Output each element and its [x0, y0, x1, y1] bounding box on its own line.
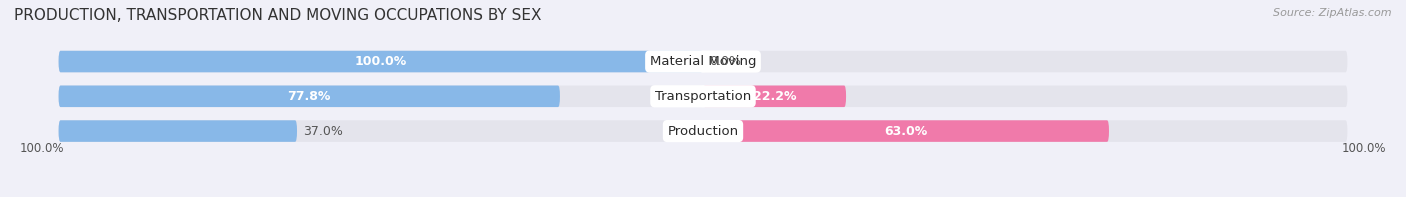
Text: 100.0%: 100.0%	[354, 55, 406, 68]
Text: Production: Production	[668, 125, 738, 138]
Text: 100.0%: 100.0%	[1341, 142, 1386, 155]
Text: 77.8%: 77.8%	[288, 90, 330, 103]
FancyBboxPatch shape	[59, 51, 703, 72]
Text: Source: ZipAtlas.com: Source: ZipAtlas.com	[1274, 8, 1392, 18]
FancyBboxPatch shape	[703, 120, 1109, 142]
Text: 37.0%: 37.0%	[304, 125, 343, 138]
FancyBboxPatch shape	[703, 85, 846, 107]
Text: 63.0%: 63.0%	[884, 125, 928, 138]
FancyBboxPatch shape	[59, 85, 703, 107]
FancyBboxPatch shape	[59, 85, 560, 107]
Text: 22.2%: 22.2%	[752, 90, 796, 103]
FancyBboxPatch shape	[703, 51, 1347, 72]
FancyBboxPatch shape	[59, 51, 703, 72]
Text: Material Moving: Material Moving	[650, 55, 756, 68]
FancyBboxPatch shape	[59, 120, 703, 142]
Text: Transportation: Transportation	[655, 90, 751, 103]
FancyBboxPatch shape	[703, 85, 1347, 107]
FancyBboxPatch shape	[59, 120, 297, 142]
Text: PRODUCTION, TRANSPORTATION AND MOVING OCCUPATIONS BY SEX: PRODUCTION, TRANSPORTATION AND MOVING OC…	[14, 8, 541, 23]
Text: 0.0%: 0.0%	[710, 55, 741, 68]
FancyBboxPatch shape	[703, 120, 1347, 142]
Text: 100.0%: 100.0%	[20, 142, 65, 155]
